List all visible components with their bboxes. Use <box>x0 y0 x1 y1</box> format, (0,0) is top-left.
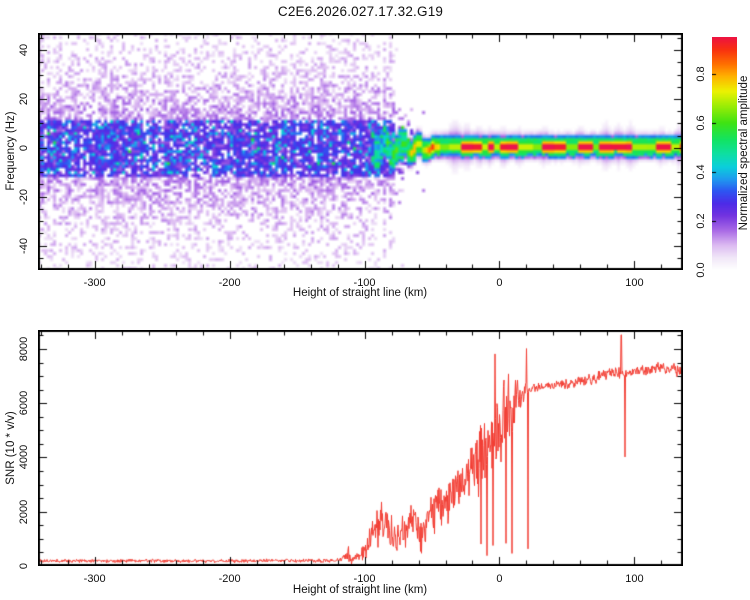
figure-title: C2E6.2026.027.17.32.G19 <box>277 4 444 19</box>
tick-label: 0.8 <box>695 66 707 82</box>
tick-label: 2000 <box>18 499 30 524</box>
tick-label: -100 <box>353 277 376 289</box>
snr-ylabel: SNR (10 * v/v) <box>5 411 17 485</box>
spectrogram-ylabel: Frequency (Hz) <box>5 111 17 191</box>
snr-plot <box>38 330 683 566</box>
tick-label: 20 <box>18 92 30 106</box>
tick-label: 100 <box>625 277 644 289</box>
tick-label: 6000 <box>18 390 30 416</box>
snr-xlabel: Height of straight line (km) <box>292 584 428 596</box>
colorbar <box>712 37 737 270</box>
tick-label: 4000 <box>18 445 30 470</box>
spectrogram-plot <box>38 33 683 270</box>
tick-label: -300 <box>83 573 106 585</box>
tick-label: 0.2 <box>695 213 707 229</box>
tick-label: 0.0 <box>695 262 707 278</box>
colorbar-label: Normalized spectral amplitude <box>738 75 750 231</box>
tick-label: 0 <box>18 144 30 151</box>
tick-label: 0 <box>496 277 503 289</box>
tick-label: -40 <box>18 237 30 254</box>
tick-label: 100 <box>625 573 644 585</box>
tick-label: 0.6 <box>695 115 707 131</box>
tick-label: -300 <box>83 277 106 289</box>
tick-label: -200 <box>218 573 241 585</box>
tick-label: 0 <box>18 562 30 570</box>
tick-label: 40 <box>18 43 30 57</box>
tick-label: 0.4 <box>695 164 707 180</box>
tick-label: -20 <box>18 188 30 205</box>
tick-label: 8000 <box>18 336 30 362</box>
spectrogram-xlabel: Height of straight line (km) <box>292 287 428 299</box>
tick-label: 0 <box>496 573 503 585</box>
tick-label: -100 <box>353 573 376 585</box>
tick-label: -200 <box>218 277 241 289</box>
